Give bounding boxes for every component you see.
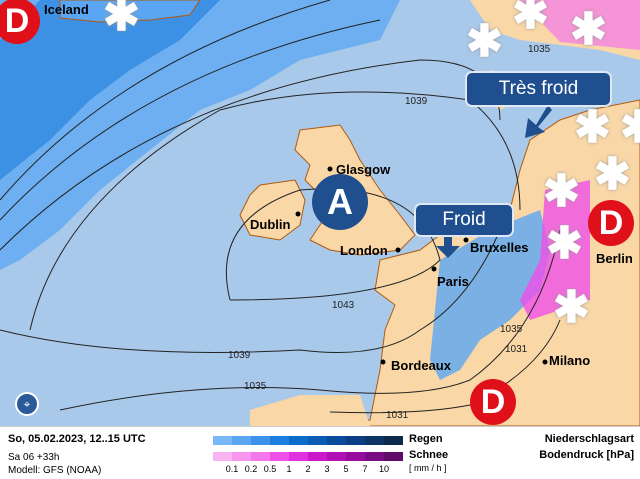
isobar-label: 1031 [505, 344, 528, 355]
rain-label: Regen [409, 433, 443, 445]
isobar-label: 1031 [386, 410, 409, 421]
rain-color-swatch [251, 436, 270, 445]
snowflake-icon: ✱ [546, 219, 583, 268]
precip-type-label: Niederschlagsart [544, 433, 634, 445]
city-milano: Milano [549, 353, 590, 368]
snowflake-icon: ✱ [103, 0, 140, 40]
rain-color-swatch [270, 436, 289, 445]
isobar-label: 1039 [228, 350, 251, 361]
snowflake-icon: ✱ [594, 150, 631, 199]
pressure-label: Bodendruck [hPa] [539, 449, 634, 461]
snow-color-swatch [213, 452, 232, 461]
snow-color-swatch [384, 452, 403, 461]
land-ireland [239, 179, 306, 241]
city-paris: Paris [437, 274, 469, 289]
rain-color-swatch [327, 436, 346, 445]
city-london: London [340, 243, 388, 258]
scale-tick: 7 [362, 464, 368, 474]
snowflake-icon: ✱ [512, 0, 549, 38]
isobar-label: 1035 [500, 324, 523, 335]
low-pressure-badge: D [0, 0, 40, 44]
snowflake-icon: ✱ [466, 17, 503, 66]
unit-label: [ mm / h ] [409, 463, 447, 473]
city-glasgow: Glasgow [336, 162, 391, 177]
scale-tick: 1 [286, 464, 292, 474]
forecast-date: So, 05.02.2023, 12..15 UTC [8, 433, 146, 445]
callout-very-cold: Très froid [465, 71, 612, 107]
snow-color-swatch [365, 452, 384, 461]
low-pressure-badge: D [588, 200, 634, 246]
snowflake-icon: ✱ [553, 283, 590, 332]
high-pressure-badge: A [312, 174, 368, 230]
rain-color-swatch [308, 436, 327, 445]
rain-color-scale [213, 436, 403, 445]
scale-tick: 0.2 [244, 464, 258, 474]
rain-color-swatch [384, 436, 403, 445]
scale-tick: 5 [343, 464, 349, 474]
snowflake-icon: ✱ [543, 167, 580, 216]
snowflake-icon: ✱ [574, 103, 611, 152]
snow-color-swatch [289, 452, 308, 461]
logo-icon: ⌖ [15, 392, 39, 416]
low-pressure-badge: D [470, 379, 516, 425]
arrow-down-icon [525, 105, 552, 138]
arrow-down-icon [436, 235, 460, 258]
snow-color-swatch [270, 452, 289, 461]
snow-area [520, 0, 640, 50]
rain-color-swatch [213, 436, 232, 445]
land-iberia [250, 395, 370, 426]
city-bordeaux: Bordeaux [391, 358, 452, 373]
snow-label: Schnee [409, 449, 449, 461]
snowflake-icon: ✱ [570, 5, 607, 54]
isobars [0, 0, 561, 414]
city-bruxelles: Bruxelles [470, 240, 529, 255]
rain-area-heavy [0, 0, 220, 180]
rain-color-swatch [365, 436, 384, 445]
isobar-label: 1035 [528, 44, 551, 55]
snow-color-swatch [232, 452, 251, 461]
isobar-label: 1039 [405, 96, 428, 107]
model-info: Modell: GFS (NOAA) [8, 465, 102, 476]
scale-tick: 2 [305, 464, 311, 474]
scale-tick: 0.1 [225, 464, 239, 474]
city-iceland: Iceland [44, 2, 89, 17]
snowflake-icon: ✱ [620, 103, 640, 152]
city-berlin: Berlin [596, 251, 633, 266]
isobar-label: 1035 [244, 381, 267, 392]
snow-color-swatch [251, 452, 270, 461]
rain-color-swatch [346, 436, 365, 445]
callout-cold: Froid [414, 203, 514, 237]
city-dublin: Dublin [250, 217, 290, 232]
snow-color-scale [213, 452, 403, 461]
snow-color-swatch [308, 452, 327, 461]
scale-tick: 0.5 [263, 464, 277, 474]
run-info: Sa 06 +33h [8, 452, 60, 463]
scale-tick: 10 [378, 464, 389, 474]
scale-tick: 3 [324, 464, 330, 474]
legend-footer: So, 05.02.2023, 12..15 UTC Sa 06 +33h Mo… [0, 426, 640, 479]
rain-color-swatch [289, 436, 308, 445]
land-iceland [59, 0, 201, 23]
rain-color-swatch [232, 436, 251, 445]
snow-color-swatch [327, 452, 346, 461]
isobar-label: 1043 [332, 300, 355, 311]
rain-band [430, 210, 550, 380]
snow-color-swatch [346, 452, 365, 461]
